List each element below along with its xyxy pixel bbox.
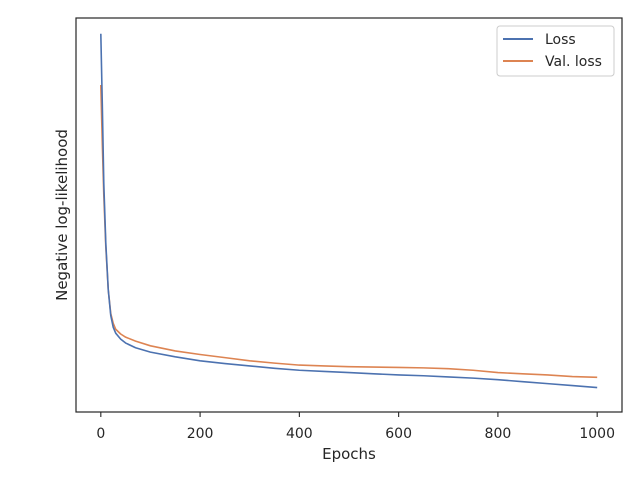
series-line-val-loss xyxy=(100,84,598,379)
series-line-loss xyxy=(100,33,598,389)
legend-label: Val. loss xyxy=(545,54,602,70)
series-layer xyxy=(100,33,598,389)
x-axis-label: Epochs xyxy=(322,445,376,463)
x-tick-label: 0 xyxy=(96,426,105,442)
legend-label: Loss xyxy=(545,32,576,48)
y-axis-label: Negative log-likelihood xyxy=(53,129,71,301)
x-tick-label: 400 xyxy=(286,426,313,442)
x-tick-label: 200 xyxy=(187,426,214,442)
x-tick-label: 800 xyxy=(485,426,512,442)
x-axis-ticks: 0 200 400 600 800 1000 xyxy=(96,412,615,442)
plot-frame xyxy=(75,17,623,413)
x-tick-label: 1000 xyxy=(579,426,615,442)
x-tick-label: 600 xyxy=(385,426,412,442)
legend: Loss Val. loss xyxy=(496,25,615,77)
